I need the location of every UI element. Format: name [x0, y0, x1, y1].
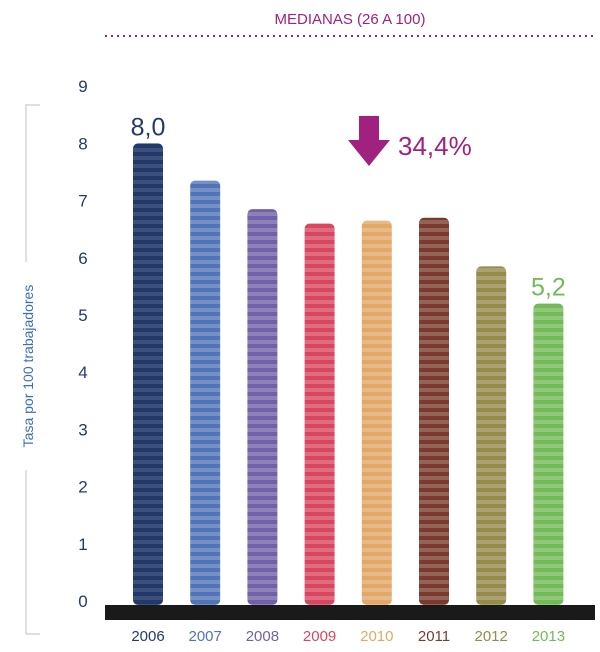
y-axis-label-group: Tasa por 100 trabajadores	[20, 285, 36, 448]
bar-2011	[419, 217, 449, 605]
y-tick-label: 4	[78, 363, 87, 382]
y-tick-label: 9	[78, 77, 87, 96]
x-tick-label: 2012	[475, 628, 508, 645]
decrease-annotation: 34,4%	[348, 116, 472, 166]
y-tick-label: 6	[78, 249, 87, 268]
down-arrow-icon	[348, 116, 390, 166]
y-tick-label: 0	[78, 592, 87, 611]
bar-2006	[133, 143, 163, 605]
chart-title: MEDIANAS (26 A 100)	[275, 11, 426, 28]
y-tick-label: 8	[78, 134, 87, 153]
y-ticks: 0 1 2 3 4 5 6 7 8 9	[78, 77, 87, 611]
x-tick-label: 2013	[532, 628, 565, 645]
x-tick-label: 2008	[246, 628, 279, 645]
x-tick-label: 2006	[131, 628, 164, 645]
y-tick-label: 3	[78, 420, 87, 439]
y-axis-bracket-bottom	[25, 470, 40, 635]
y-axis-bracket-top	[25, 104, 40, 262]
bar-2007	[190, 180, 221, 605]
decrease-percent: 34,4%	[398, 131, 472, 161]
data-labels: 8,0 5,2	[131, 113, 566, 301]
y-axis-label: Tasa por 100 trabajadores	[20, 285, 36, 448]
x-tick-label: 2009	[303, 628, 336, 645]
y-tick-label: 2	[78, 478, 87, 497]
x-ticks: 2006 2007 2008 2009 2010 2011 2012 2013	[131, 628, 565, 645]
x-tick-label: 2007	[189, 628, 222, 645]
x-tick-label: 2010	[360, 628, 393, 645]
bar-2009	[304, 223, 335, 606]
data-label: 8,0	[131, 113, 166, 141]
y-tick-label: 1	[78, 535, 87, 554]
bar-2013	[533, 303, 564, 605]
bar-2008	[247, 209, 278, 605]
baseline-bar	[105, 605, 595, 620]
x-tick-label: 2011	[418, 628, 450, 645]
bars	[133, 143, 564, 606]
y-tick-label: 7	[78, 192, 87, 211]
bar-2010	[361, 220, 392, 605]
data-label: 5,2	[531, 274, 566, 302]
y-tick-label: 5	[78, 306, 87, 325]
bar-2012	[476, 266, 507, 605]
